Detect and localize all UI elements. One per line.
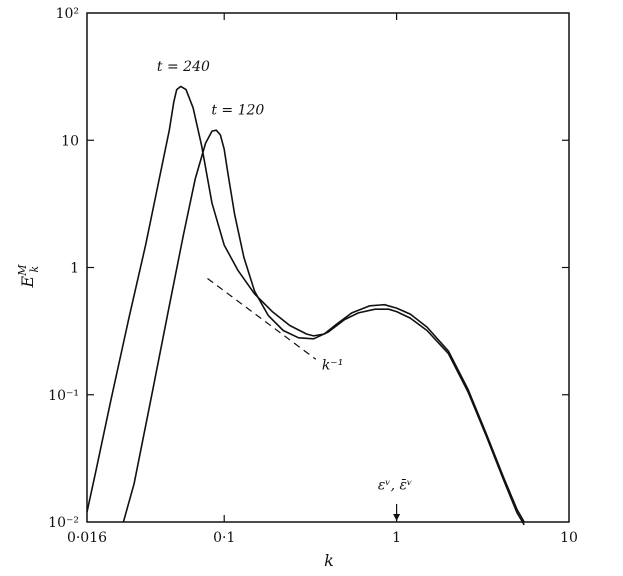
axis-ticks xyxy=(87,13,569,522)
series-line-t120 xyxy=(122,129,525,526)
y-axis-label: EMk xyxy=(16,264,41,289)
x-tick-label: 0·1 xyxy=(213,530,235,546)
y-tick-label: 10⁻² xyxy=(48,515,79,531)
axis-tick-labels: 0·016 0·1 1 10 10⁻² 10⁻¹ 1 10 10² xyxy=(48,6,578,546)
x-axis-label: k xyxy=(324,551,334,570)
annotation-label: t = 120 xyxy=(211,102,264,118)
annotation-label: t = 240 xyxy=(157,59,210,75)
y-tick-label: 10⁻¹ xyxy=(48,388,79,404)
y-tick-label: 10 xyxy=(61,133,79,149)
x-tick-label: 0·016 xyxy=(67,530,107,546)
y-axis-label-base: E xyxy=(18,275,37,288)
y-tick-label: 1 xyxy=(70,261,79,277)
arrow-marker-head xyxy=(393,514,401,521)
annotation-label: εᵛ, ε̄ᵛ xyxy=(378,478,412,494)
annotation-layer: k⁻¹ t = 240 t = 120 εᵛ, ε̄ᵛ xyxy=(157,59,412,521)
series-line-t240 xyxy=(86,85,525,523)
y-axis-label-sub: k xyxy=(28,266,41,273)
plot-frame xyxy=(86,12,570,523)
series-layer xyxy=(86,85,525,526)
reference-line-k-inverse xyxy=(207,277,317,360)
x-tick-label: 10 xyxy=(560,530,578,546)
x-tick-label: 1 xyxy=(392,530,401,546)
reference-line-label: k⁻¹ xyxy=(322,357,344,373)
y-tick-label: 10² xyxy=(56,6,79,22)
svg-text:EMk: EMk xyxy=(16,264,41,289)
y-axis-label-sup: M xyxy=(16,264,29,277)
